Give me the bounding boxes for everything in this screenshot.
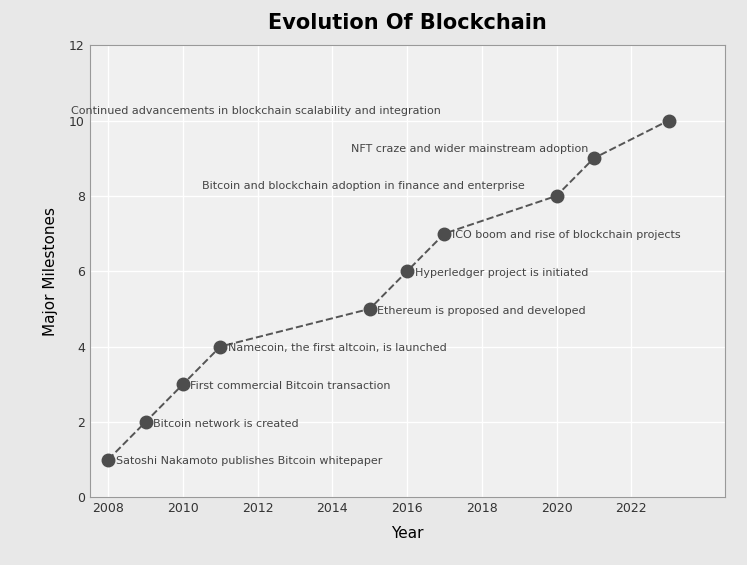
Text: Ethereum is proposed and developed: Ethereum is proposed and developed	[377, 306, 586, 316]
Text: Continued advancements in blockchain scalability and integration: Continued advancements in blockchain sca…	[71, 106, 441, 116]
Text: Bitcoin network is created: Bitcoin network is created	[153, 419, 299, 429]
Text: Hyperledger project is initiated: Hyperledger project is initiated	[415, 268, 588, 278]
Text: Bitcoin and blockchain adoption in finance and enterprise: Bitcoin and blockchain adoption in finan…	[202, 181, 524, 192]
Text: ICO boom and rise of blockchain projects: ICO boom and rise of blockchain projects	[452, 231, 681, 241]
Title: Evolution Of Blockchain: Evolution Of Blockchain	[267, 12, 547, 33]
Text: Namecoin, the first altcoin, is launched: Namecoin, the first altcoin, is launched	[228, 344, 447, 354]
Y-axis label: Major Milestones: Major Milestones	[43, 207, 58, 336]
Text: Satoshi Nakamoto publishes Bitcoin whitepaper: Satoshi Nakamoto publishes Bitcoin white…	[116, 457, 382, 467]
Text: NFT craze and wider mainstream adoption: NFT craze and wider mainstream adoption	[351, 144, 589, 154]
X-axis label: Year: Year	[391, 526, 424, 541]
Text: First commercial Bitcoin transaction: First commercial Bitcoin transaction	[190, 381, 391, 391]
